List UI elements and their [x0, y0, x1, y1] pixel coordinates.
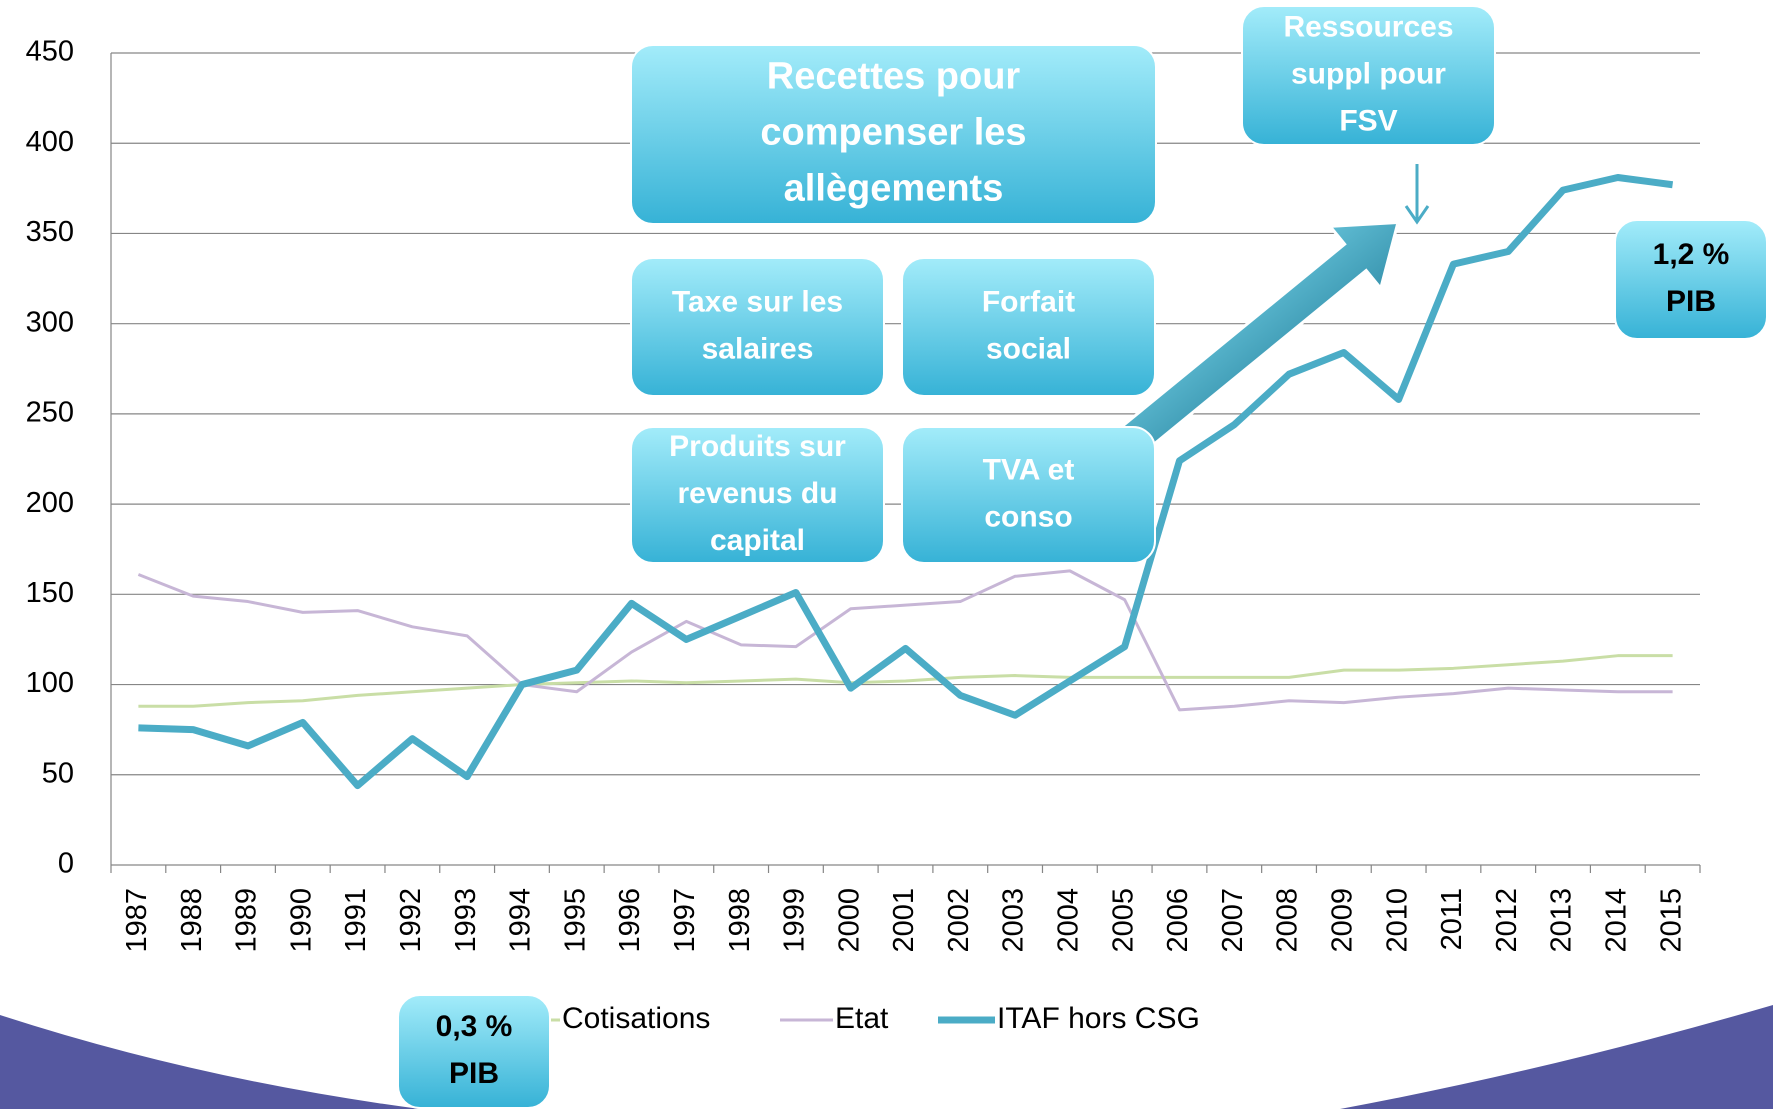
x-tick-label: 2002	[943, 888, 975, 953]
x-tick-label: 2003	[998, 888, 1030, 953]
annotation-text: Taxe sur les	[672, 285, 843, 318]
annotation-box	[630, 426, 885, 564]
annotation-text: social	[986, 332, 1071, 365]
y-tick-label: 50	[42, 757, 74, 789]
y-tick-label: 0	[58, 848, 74, 880]
x-tick-label: 2012	[1491, 888, 1523, 953]
x-tick-label: 1989	[231, 888, 263, 953]
x-tick-label: 2011	[1436, 888, 1468, 950]
x-tick-label: 2015	[1655, 888, 1687, 953]
annotation-box	[901, 426, 1156, 564]
x-tick-label: 1990	[285, 888, 317, 953]
x-tick-label: 2005	[1107, 888, 1139, 953]
y-tick-label: 150	[26, 577, 74, 609]
series-line	[137, 569, 1673, 712]
x-tick-label: 1996	[614, 888, 646, 953]
annotation-text: conso	[984, 500, 1072, 533]
grid: 0 50 100 150 200 250 300 350 400 450 1987 1988 1989 1…	[26, 36, 1701, 953]
annotation-box	[630, 257, 885, 397]
annotation-text: capital	[710, 524, 805, 557]
x-tick-label: 1995	[559, 888, 591, 953]
legend-label: ITAF hors CSG	[997, 1002, 1200, 1035]
annotation-box	[1241, 5, 1496, 146]
x-tick-label: 2010	[1381, 888, 1413, 953]
annotation-text: Forfait	[982, 285, 1075, 318]
x-tick-label: 1999	[779, 888, 811, 953]
legend-label: Etat	[835, 1002, 889, 1035]
annotation-box	[397, 994, 551, 1109]
x-tick-label: 2006	[1162, 888, 1194, 953]
x-tick-label: 2004	[1053, 888, 1085, 953]
series-line	[138, 654, 1673, 708]
annotation-text: allègements	[784, 168, 1004, 210]
x-tick-label: 1988	[176, 888, 208, 953]
x-tick-label: 1997	[669, 888, 701, 953]
decor-band	[0, 1015, 420, 1109]
annotation-text: salaires	[702, 332, 814, 365]
x-tick-label: 2000	[833, 888, 865, 953]
legend-label: Cotisations	[562, 1002, 710, 1035]
x-tick-label: 2014	[1600, 888, 1632, 953]
decor-band	[1340, 1005, 1773, 1109]
x-tick-label: 1987	[121, 888, 153, 953]
series	[137, 174, 1674, 790]
y-tick-label: 250	[26, 397, 74, 429]
annotation-text: Ressources	[1283, 10, 1453, 43]
legend: Cotisations Etat ITAF hors CSG	[520, 1002, 1200, 1035]
annotation-box	[1614, 219, 1768, 340]
annotations: Recettes pour compenser les allègements Res…	[397, 5, 1768, 1109]
x-tick-label: 1991	[340, 888, 372, 953]
annotation-text: 1,2 %	[1653, 238, 1730, 271]
annotation-box	[901, 257, 1156, 397]
annotation-text: PIB	[449, 1057, 499, 1090]
annotation-text: TVA et	[983, 453, 1075, 486]
y-tick-label: 350	[26, 216, 74, 248]
x-tick-label: 1998	[724, 888, 756, 953]
series-line	[138, 174, 1674, 790]
annotation-text: 0,3 %	[436, 1010, 513, 1043]
x-tick-label: 1992	[395, 888, 427, 953]
y-tick-label: 100	[26, 667, 74, 699]
arrow-head	[1404, 205, 1430, 225]
annotation-text: revenus du	[677, 477, 837, 510]
small-arrow	[1404, 164, 1430, 225]
annotation-text: Produits sur	[669, 430, 846, 463]
y-tick-label: 200	[26, 487, 74, 519]
x-tick-label: 2001	[888, 888, 920, 953]
x-tick-label: 2007	[1217, 888, 1249, 953]
arrow	[1118, 220, 1400, 457]
x-tick-label: 2009	[1327, 888, 1359, 953]
annotation-text: compenser les	[760, 112, 1026, 154]
x-tick-label: 1994	[505, 888, 537, 953]
annotation-text: Recettes pour	[767, 56, 1021, 98]
annotation-text: suppl pour	[1291, 57, 1446, 90]
annotation-text: PIB	[1666, 285, 1716, 318]
annotation-box	[630, 44, 1157, 225]
big-arrow	[1118, 220, 1400, 457]
x-tick-label: 2013	[1546, 888, 1578, 953]
y-tick-label: 450	[26, 36, 74, 68]
x-tick-label: 2008	[1272, 888, 1304, 953]
x-tick-label: 1993	[450, 888, 482, 953]
y-tick-label: 300	[26, 306, 74, 338]
y-tick-label: 400	[26, 126, 74, 158]
annotation-text: FSV	[1339, 104, 1397, 137]
